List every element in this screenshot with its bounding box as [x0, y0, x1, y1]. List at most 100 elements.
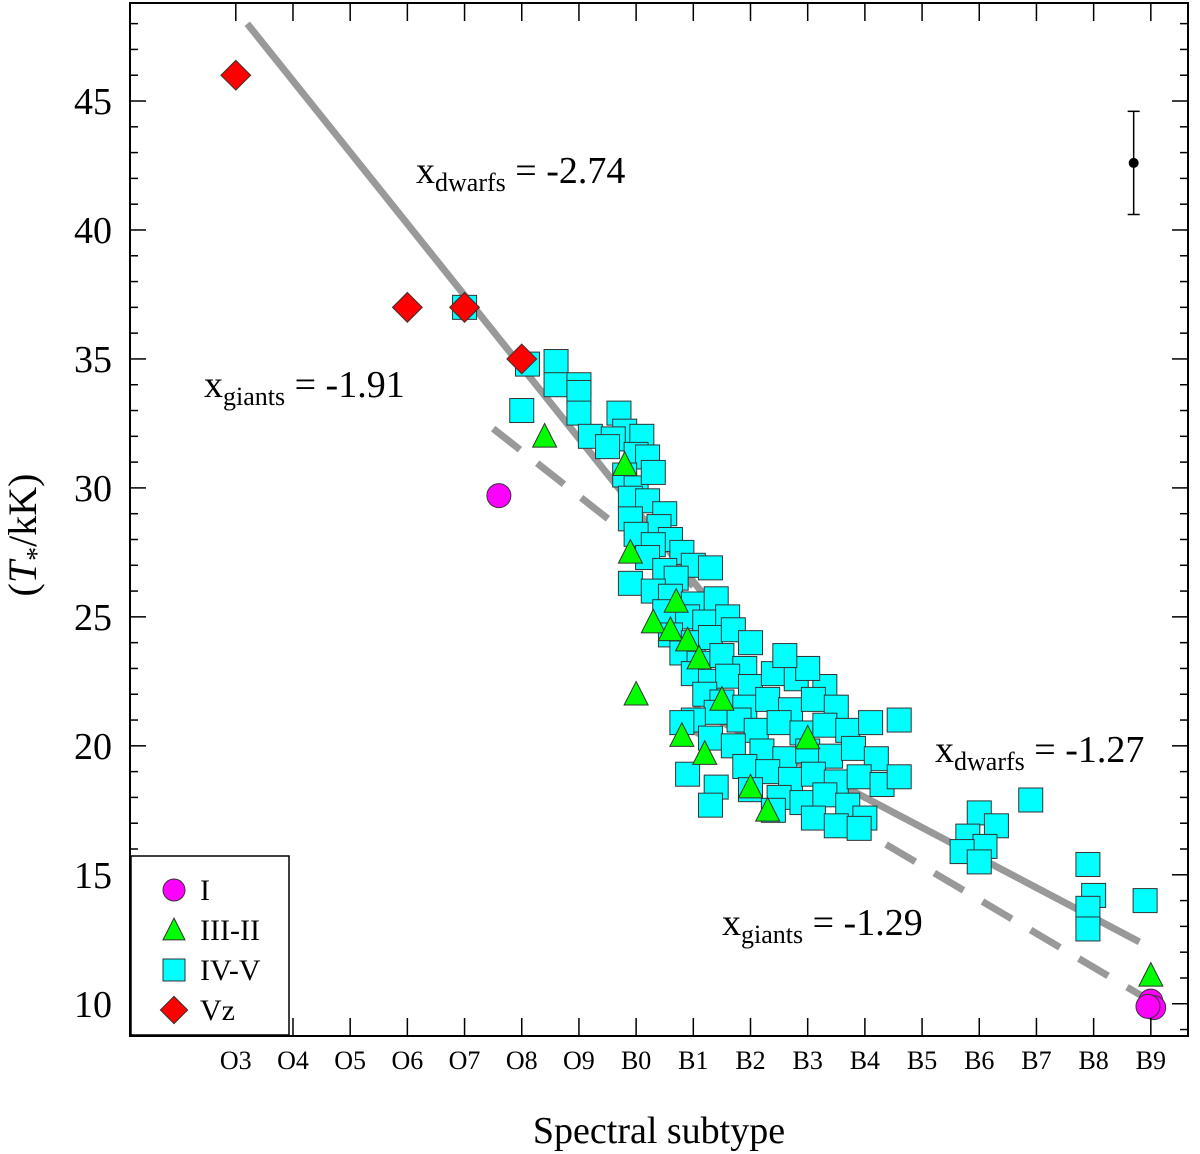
point-circle-1: [486, 483, 512, 509]
x-tick-label-B0: B0: [621, 1046, 651, 1075]
point-triangle-1: [531, 422, 558, 448]
point-triangle-6: [657, 615, 684, 642]
legend: I III-II IV-V Vz: [130, 855, 290, 1036]
point-triangle-14: [1138, 961, 1164, 987]
point-square-66: [800, 686, 826, 712]
legend-box: [130, 855, 290, 1036]
point-square-7: [509, 398, 535, 424]
text-layer: xdwarfs = -2.74 xgiants = -1.91 xdwarfs = …: [204, 150, 1144, 949]
series-vz: [220, 59, 538, 375]
point-diamond-4: [506, 343, 538, 375]
point-square-107: [846, 815, 872, 841]
x-tick-label-B6: B6: [964, 1046, 994, 1075]
point-square-59: [795, 655, 821, 681]
x-axis-label: Spectral subtype: [533, 1110, 785, 1152]
point-triangle-11: [737, 773, 764, 799]
point-square-100: [812, 782, 838, 808]
point-square-119: [1132, 888, 1158, 914]
point-square-117: [1075, 895, 1101, 921]
series-iii-ii: [531, 422, 1164, 987]
point-square-11: [566, 400, 592, 426]
point-triangle-16: [709, 685, 735, 711]
point-triangle-7: [674, 626, 701, 652]
point-triangle-2: [611, 450, 638, 476]
fit-annotation-2: xgiants = -1.91: [204, 364, 405, 411]
x-tick-label-O9: O9: [563, 1046, 595, 1075]
error-bar-point: [1128, 157, 1139, 168]
x-tick-label-B2: B2: [735, 1046, 765, 1075]
x-tick-label-O4: O4: [277, 1046, 309, 1075]
point-square-90: [800, 761, 826, 787]
point-square-54: [715, 663, 741, 689]
series-i: [486, 483, 1167, 1021]
point-square-16: [595, 434, 621, 460]
point-square-87: [732, 753, 758, 779]
point-triangle-8: [686, 644, 712, 670]
y-tick-label-35: 35: [74, 339, 112, 381]
x-tick-label-B4: B4: [850, 1046, 880, 1075]
y-tick-label-30: 30: [74, 468, 112, 510]
point-square-6: [566, 379, 592, 405]
point-triangle-12: [754, 796, 781, 822]
legend-label-i: I: [200, 874, 210, 907]
series-iv-v: [452, 294, 1158, 942]
point-square-118: [1075, 916, 1101, 942]
point-triangle-10: [691, 739, 718, 765]
y-tick-label-25: 25: [74, 597, 112, 639]
point-square-105: [800, 805, 826, 831]
y-tick-label-20: 20: [74, 726, 112, 768]
x-tick-label-O3: O3: [220, 1046, 252, 1075]
x-tick-label-B3: B3: [793, 1046, 823, 1075]
legend-marker-circle: [162, 878, 186, 902]
point-triangle-4: [640, 608, 667, 634]
x-tick-label-B7: B7: [1021, 1046, 1051, 1075]
legend-marker-square: [162, 958, 186, 982]
x-tick-label-O5: O5: [334, 1046, 366, 1075]
legend-label-iv-v: IV-V: [200, 954, 261, 987]
point-triangle-3: [617, 538, 644, 564]
point-square-4: [543, 372, 569, 398]
point-triangle-9: [669, 721, 695, 747]
fit-lines-layer: [244, 21, 1153, 1005]
point-square-73: [812, 712, 838, 738]
point-square-33: [697, 555, 723, 581]
point-diamond-2: [391, 291, 423, 323]
legend-label-iii-ii: III-II: [200, 914, 260, 947]
point-square-70: [743, 717, 769, 743]
legend-label-vz: Vz: [200, 994, 235, 1027]
point-square-106: [823, 813, 849, 839]
y-tick-label-10: 10: [74, 984, 112, 1026]
x-tick-label-O7: O7: [449, 1046, 481, 1075]
x-tick-label-B1: B1: [678, 1046, 708, 1075]
point-triangle-15: [663, 587, 689, 613]
fit-annotation-1: xdwarfs = -2.74: [416, 150, 625, 197]
point-square-19: [640, 459, 666, 485]
point-square-76: [886, 707, 912, 733]
point-square-80: [720, 733, 746, 759]
y-axis-label: (T*/kK): [0, 474, 53, 597]
point-square-34: [617, 570, 643, 596]
legend-marker-triangle: [162, 916, 186, 941]
x-tick-label-B5: B5: [907, 1046, 937, 1075]
point-square-3: [543, 349, 569, 375]
x-tick-label-B8: B8: [1078, 1046, 1108, 1075]
point-square-85: [840, 735, 866, 761]
point-square-94: [886, 764, 912, 790]
point-square-75: [858, 710, 884, 736]
x-tick-label-O6: O6: [391, 1046, 423, 1075]
point-square-71: [766, 710, 792, 736]
x-tick-label-B9: B9: [1136, 1046, 1166, 1075]
point-square-95: [675, 761, 701, 787]
fit-line-giants-2: [490, 425, 696, 589]
point-square-92: [846, 764, 872, 790]
point-diamond-1: [220, 59, 252, 91]
x-tick-label-O8: O8: [506, 1046, 538, 1075]
point-square-64: [755, 686, 781, 712]
plot-frame: [129, 2, 1189, 1037]
point-triangle-13: [794, 724, 821, 750]
y-tick-label-15: 15: [74, 855, 112, 897]
legend-marker-diamond: [159, 995, 189, 1025]
point-square-60: [772, 643, 798, 669]
